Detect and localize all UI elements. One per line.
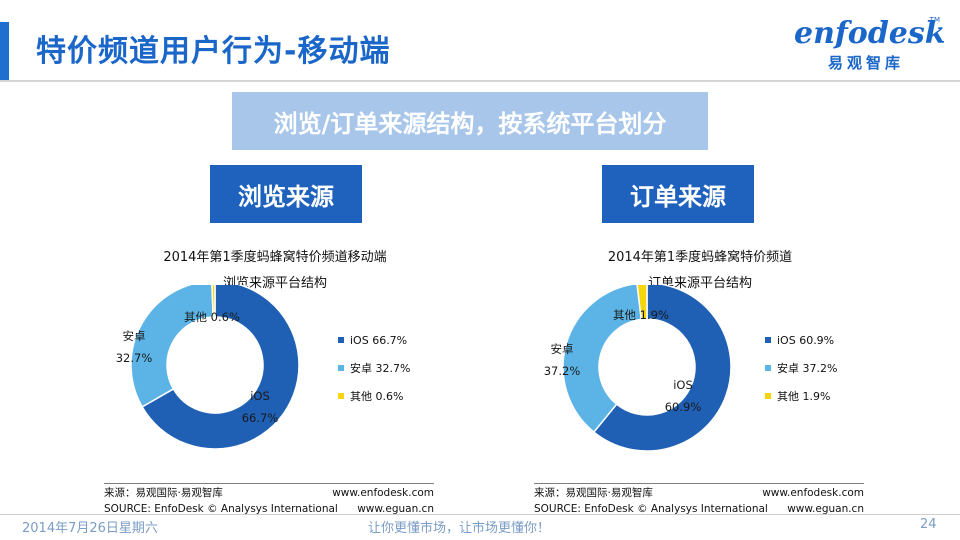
browse-source-donut-chart: iOS 66.7% 安卓 32.7% 其他 0.6% [116, 285, 300, 450]
slice-value-label: 32.7% [116, 351, 153, 365]
enfodesk-logo: enfodesk TM 易观智库 [790, 10, 946, 72]
logo-wordmark: enfodesk [794, 16, 946, 51]
slice-value-label: 66.7% [242, 411, 279, 425]
source-copyright: SOURCE: EnfoDesk © Analysys Internationa… [534, 503, 768, 515]
legend-item: 其他 0.6% [338, 389, 410, 403]
title-divider [0, 80, 960, 82]
legend-item: 其他 1.9% [765, 389, 837, 403]
section-banner: 浏览/订单来源结构，按系统平台划分 [232, 92, 708, 150]
legend-swatch [765, 337, 771, 343]
slice-label: 其他 1.9% [613, 308, 669, 322]
order-source-heading: 订单来源 [602, 165, 754, 223]
legend-swatch [338, 365, 344, 371]
legend-swatch [338, 337, 344, 343]
title-accent-bar [0, 22, 9, 80]
legend-label: 安卓 37.2% [777, 362, 838, 375]
footer-divider [0, 514, 960, 515]
legend-label: 其他 1.9% [777, 390, 831, 403]
slice-value-label: 60.9% [665, 400, 702, 414]
source-url: www.enfodesk.com [762, 487, 864, 499]
legend-swatch [765, 365, 771, 371]
source-url: www.eguan.cn [787, 503, 864, 515]
legend-label: 其他 0.6% [350, 390, 404, 403]
legend-swatch [765, 393, 771, 399]
slice-label: 其他 0.6% [184, 310, 240, 324]
slice-label: 安卓 [123, 329, 146, 343]
browse-source-heading: 浏览来源 [210, 165, 362, 223]
page-number: 24 [920, 517, 937, 532]
donut-slice-其他 [636, 285, 648, 321]
donut-slice-iOS [592, 285, 732, 452]
source-url: www.eguan.cn [357, 503, 434, 515]
chart-legend: iOS 66.7% 安卓 32.7% 其他 0.6% [338, 333, 410, 417]
donut-slice-其他 [211, 285, 216, 318]
legend-item: 安卓 32.7% [338, 361, 410, 375]
donut-slice-安卓 [130, 285, 214, 408]
logo-trademark: TM [929, 16, 940, 24]
logo-chinese-name: 易观智库 [828, 54, 905, 72]
footer-slogan: 让你更懂市场，让市场更懂你！ [368, 521, 551, 536]
slice-value-label: 37.2% [544, 364, 581, 378]
source-url: www.enfodesk.com [332, 487, 434, 499]
source-note: 来源：易观国际·易观智库 www.enfodesk.com SOURCE: En… [104, 485, 434, 517]
slice-label: iOS [250, 389, 270, 403]
legend-item: iOS 66.7% [338, 333, 410, 347]
legend-item: iOS 60.9% [765, 333, 837, 347]
footer-date: 2014年7月26日星期六 [22, 521, 158, 536]
source-label: 来源：易观国际·易观智库 [104, 487, 223, 499]
donut-slice-iOS [141, 285, 300, 450]
source-note: 来源：易观国际·易观智库 www.enfodesk.com SOURCE: En… [534, 485, 864, 517]
legend-label: iOS 60.9% [777, 333, 835, 347]
legend-label: 安卓 32.7% [350, 362, 411, 375]
page-title: 特价频道用户行为-移动端 [36, 34, 391, 69]
slice-label: 安卓 [551, 342, 574, 356]
legend-item: 安卓 37.2% [765, 361, 837, 375]
source-divider [534, 483, 864, 484]
chart-title: 2014年第1季度蚂蜂窝特价频道移动端 [163, 250, 387, 265]
source-divider [104, 483, 434, 484]
source-label: 来源：易观国际·易观智库 [534, 487, 653, 499]
slice-label: iOS [673, 378, 693, 392]
chart-title: 2014年第1季度蚂蜂窝特价频道 [607, 250, 793, 265]
legend-swatch [338, 393, 344, 399]
chart-legend: iOS 60.9% 安卓 37.2% 其他 1.9% [765, 333, 837, 417]
order-source-donut-chart: iOS 60.9% 安卓 37.2% 其他 1.9% [544, 285, 732, 452]
donut-slice-安卓 [562, 285, 643, 434]
legend-label: iOS 66.7% [350, 333, 408, 347]
source-copyright: SOURCE: EnfoDesk © Analysys Internationa… [104, 503, 338, 515]
